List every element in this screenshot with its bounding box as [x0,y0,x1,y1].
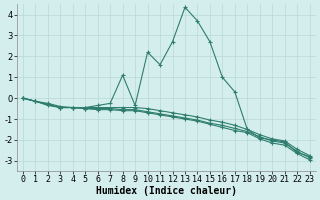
X-axis label: Humidex (Indice chaleur): Humidex (Indice chaleur) [96,186,237,196]
